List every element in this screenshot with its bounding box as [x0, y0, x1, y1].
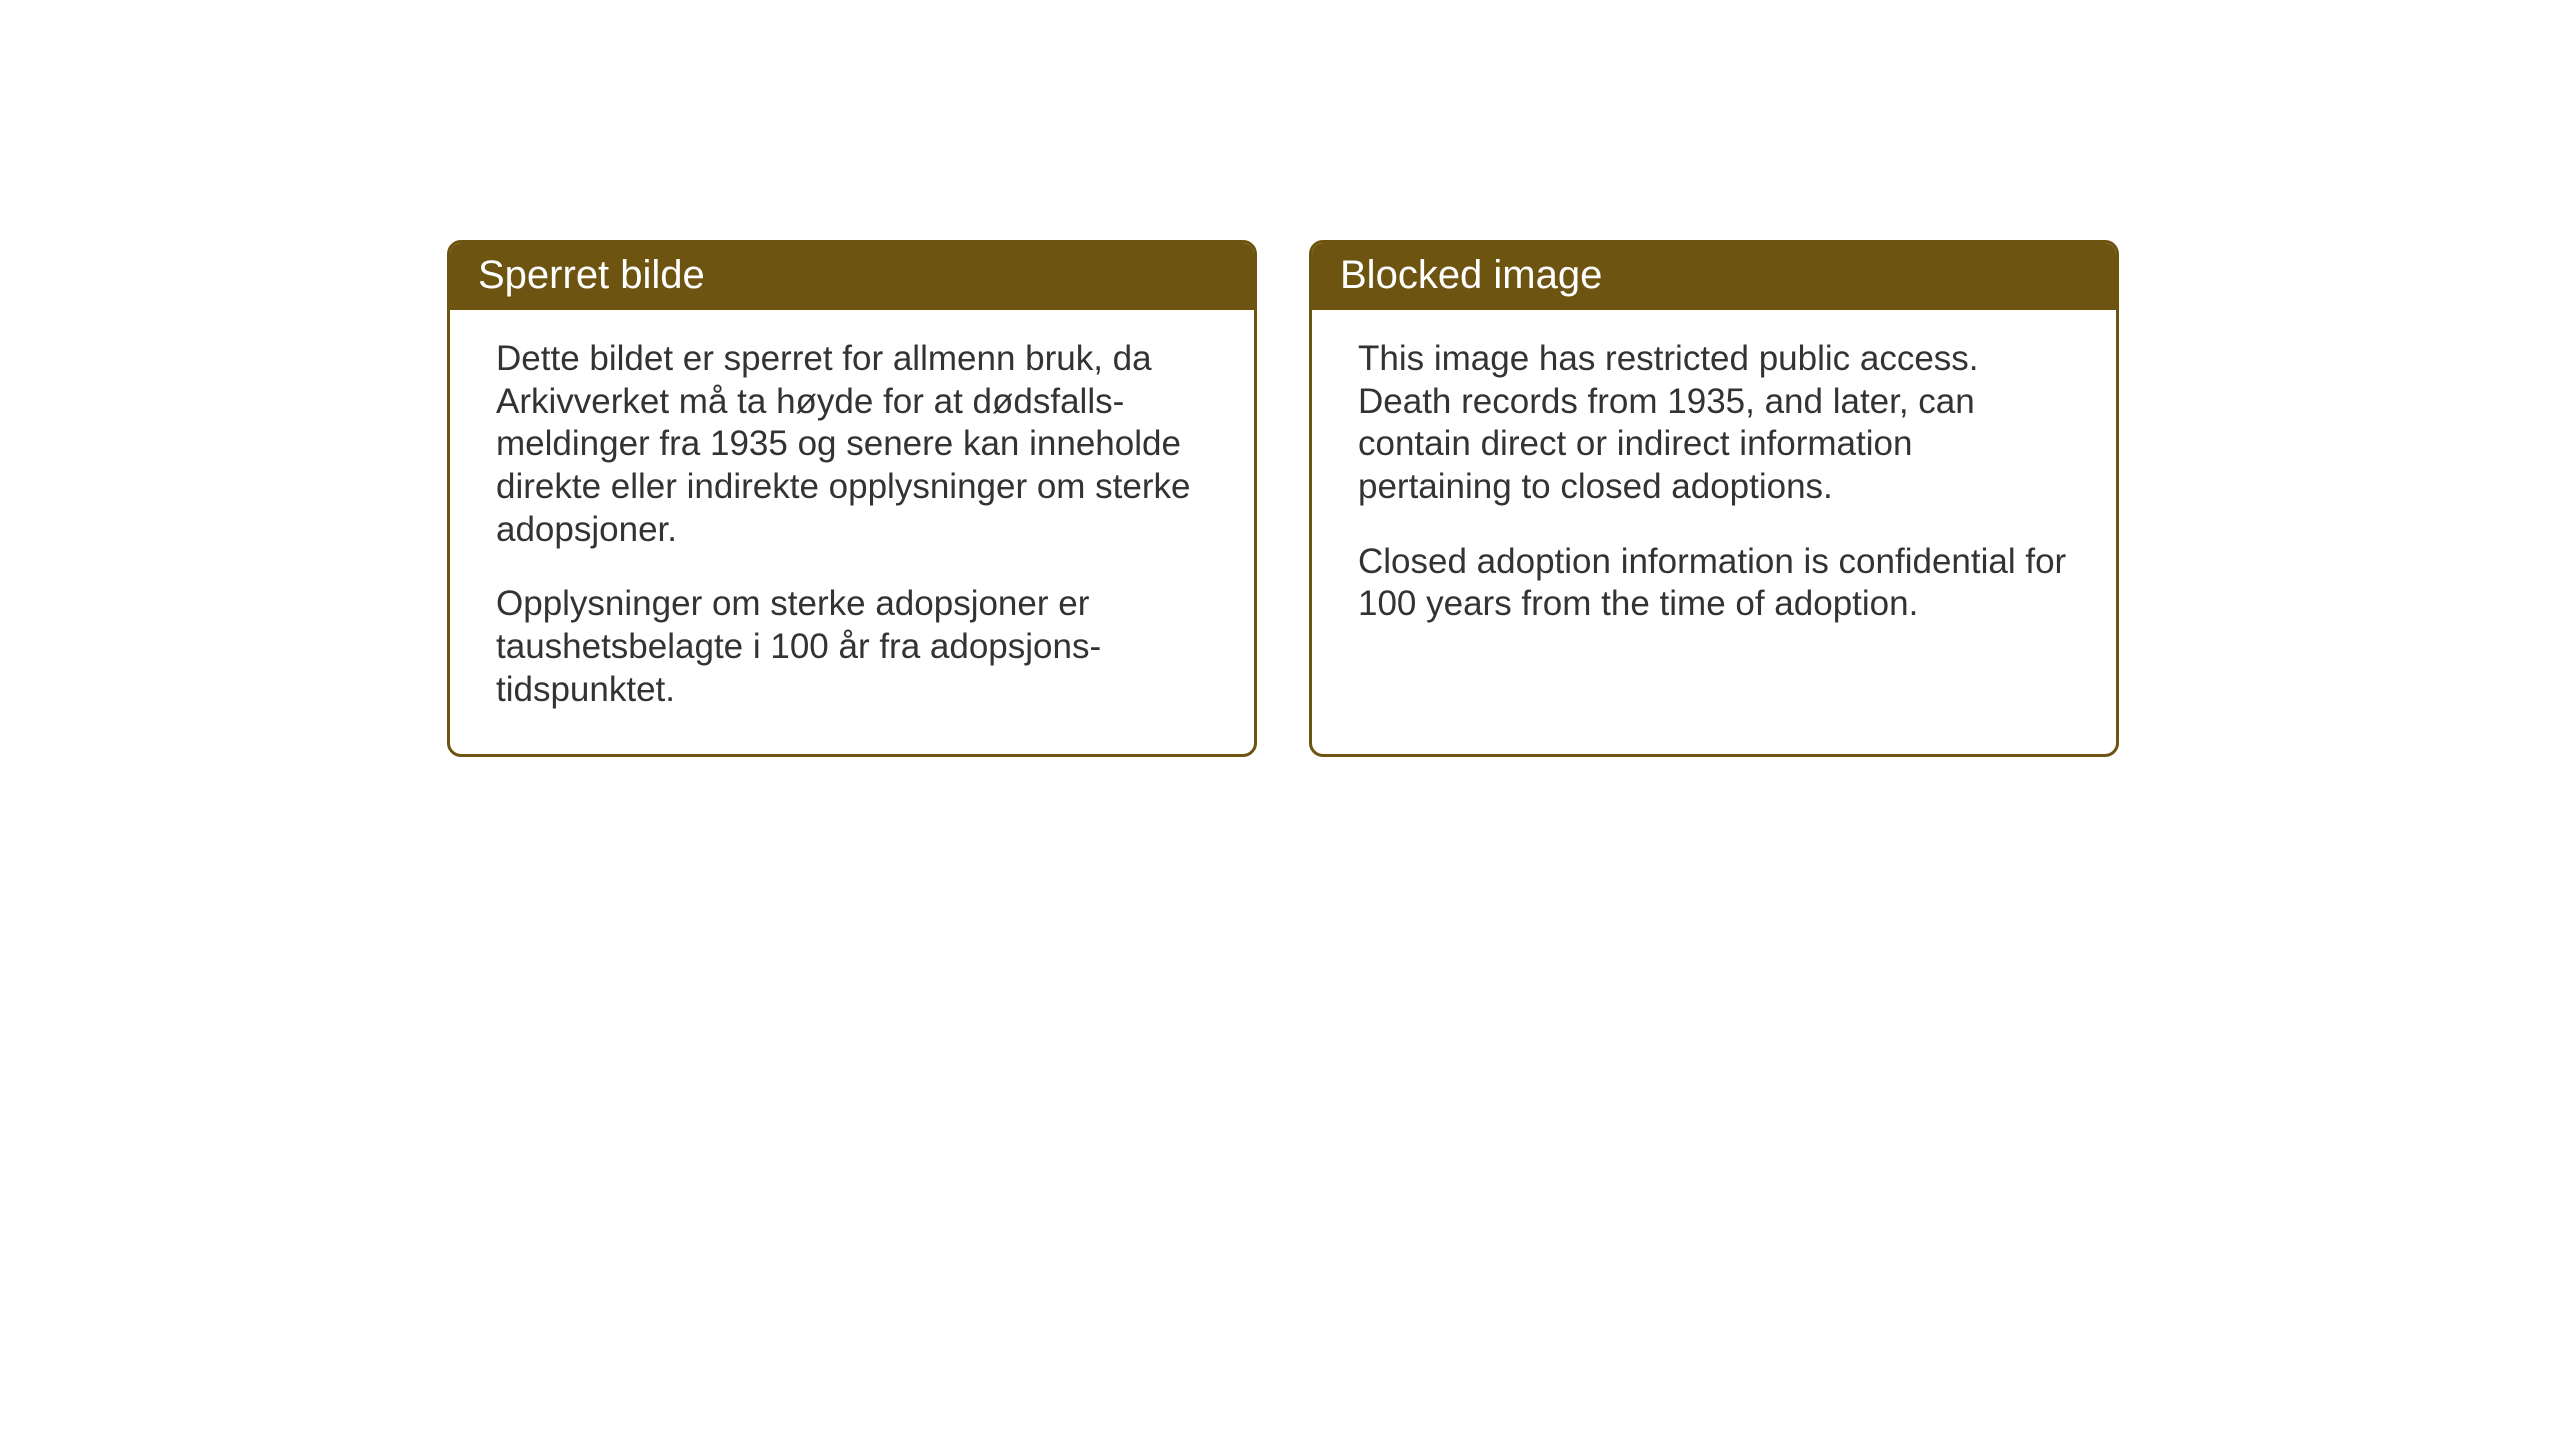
notice-body-english: This image has restricted public access.… [1312, 310, 2116, 668]
notice-paragraph-2-norwegian: Opplysninger om sterke adopsjoner er tau… [496, 583, 1208, 711]
notice-title-english: Blocked image [1340, 253, 1602, 297]
notice-paragraph-2-english: Closed adoption information is confident… [1358, 541, 2070, 626]
notice-box-norwegian: Sperret bilde Dette bildet er sperret fo… [447, 240, 1257, 757]
notice-paragraph-1-english: This image has restricted public access.… [1358, 338, 2070, 509]
notice-header-norwegian: Sperret bilde [450, 243, 1254, 310]
notice-container: Sperret bilde Dette bildet er sperret fo… [447, 240, 2119, 757]
notice-title-norwegian: Sperret bilde [478, 253, 705, 297]
notice-header-english: Blocked image [1312, 243, 2116, 310]
notice-box-english: Blocked image This image has restricted … [1309, 240, 2119, 757]
notice-paragraph-1-norwegian: Dette bildet er sperret for allmenn bruk… [496, 338, 1208, 551]
notice-body-norwegian: Dette bildet er sperret for allmenn bruk… [450, 310, 1254, 754]
